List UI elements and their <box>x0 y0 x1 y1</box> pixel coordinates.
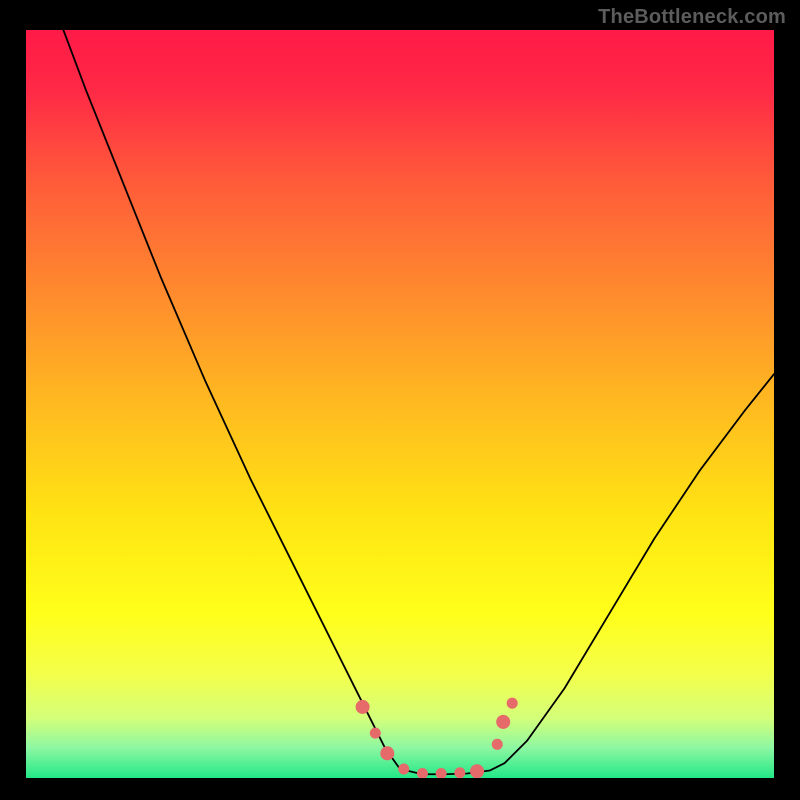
curve-marker <box>436 768 447 778</box>
curve-marker <box>496 715 510 729</box>
curve-marker <box>398 763 409 774</box>
curve-marker <box>370 728 381 739</box>
attribution-label: TheBottleneck.com <box>598 6 786 29</box>
curve-marker <box>380 746 394 760</box>
bottleneck-curve <box>26 30 774 778</box>
curve-path <box>63 30 774 774</box>
curve-marker <box>492 739 503 750</box>
curve-marker <box>356 700 370 714</box>
curve-marker <box>454 767 465 778</box>
plot-area <box>26 30 774 774</box>
curve-marker <box>507 698 518 709</box>
chart-frame: TheBottleneck.com <box>0 0 800 800</box>
curve-marker <box>417 768 428 778</box>
curve-marker <box>470 764 484 778</box>
